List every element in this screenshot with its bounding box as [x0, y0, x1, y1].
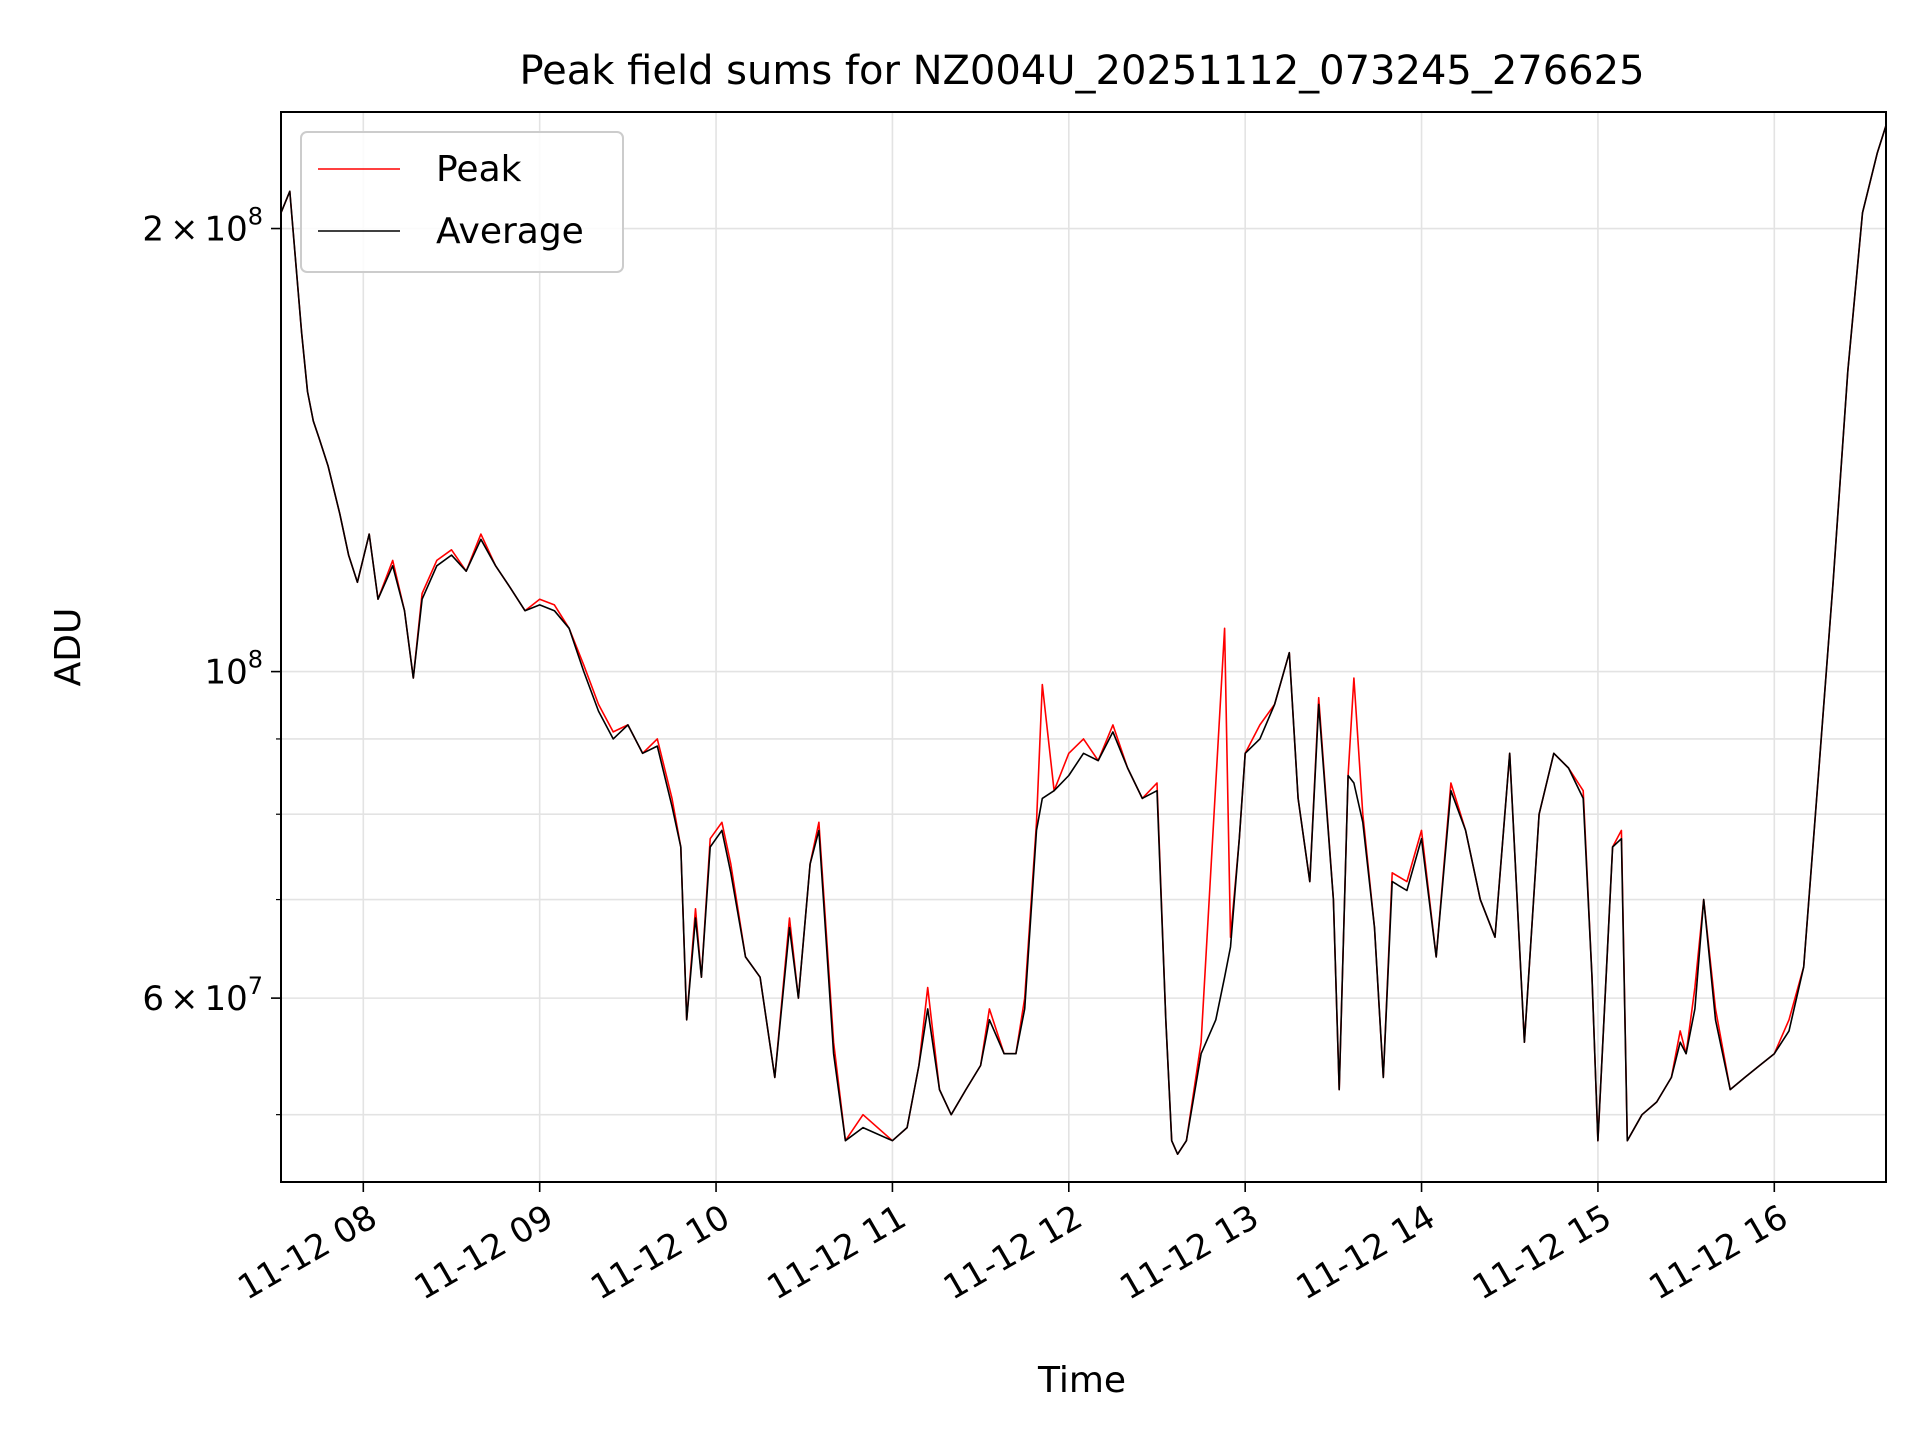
legend-box — [300, 131, 624, 273]
plot-frame — [280, 111, 1887, 1183]
y-tick-label: 6 × 107 — [142, 972, 263, 1019]
legend-average-label: Average — [436, 211, 584, 252]
series-average-line — [280, 125, 1887, 1155]
x-axis-label: Time — [1037, 1360, 1126, 1401]
legend: Peak Average — [300, 131, 624, 273]
legend-peak-label: Peak — [436, 149, 522, 190]
y-axis: 2 × 108 108 6 × 107 — [142, 203, 281, 1116]
y-tick-label: 108 — [204, 646, 263, 693]
chart-title: Peak field sums for NZ004U_20251112_0732… — [519, 48, 1644, 94]
plot-series — [280, 125, 1887, 1155]
y-tick-label: 2 × 108 — [142, 203, 263, 250]
y-axis-label: ADU — [48, 608, 89, 687]
